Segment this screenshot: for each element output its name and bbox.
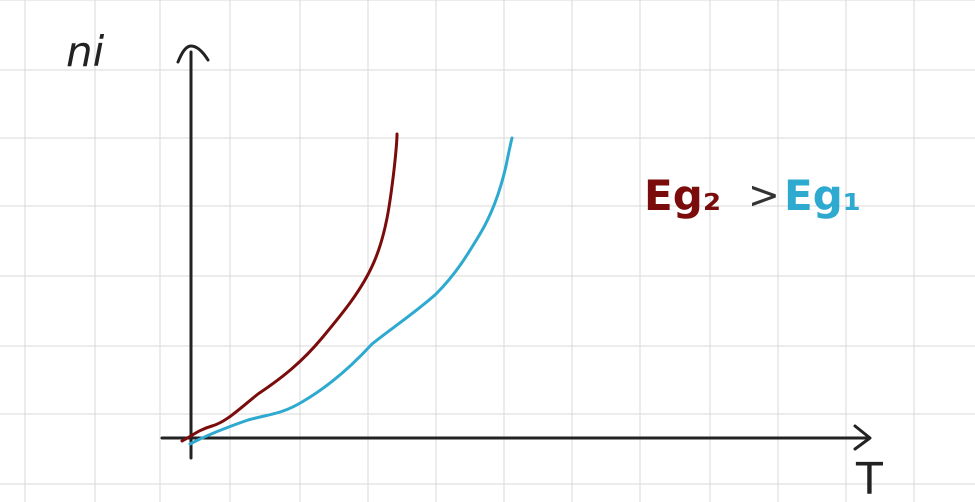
axes: [160, 44, 872, 460]
legend-eg1: Eg₁: [784, 171, 861, 220]
curve-eg1: [188, 136, 514, 446]
x-axis-label: T: [855, 454, 883, 502]
curve-eg2: [180, 132, 399, 443]
legend-eg2: Eg₂: [644, 171, 721, 220]
y-axis-arrowhead: [176, 44, 210, 64]
x-axis-arrowhead: [853, 424, 872, 451]
legend-relation: >: [748, 173, 780, 217]
y-axis-label: ni: [66, 27, 105, 76]
